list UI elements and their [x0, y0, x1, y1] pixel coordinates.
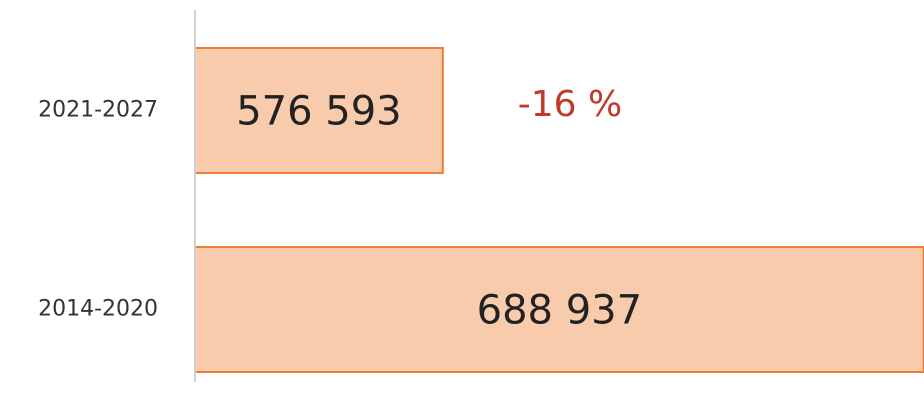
value-label: 688 937 [477, 288, 642, 334]
y-tick-label: 2021-2027 [38, 98, 158, 123]
bar [194, 246, 924, 373]
value-label: 576 593 [236, 89, 401, 135]
annotation: -16 % [518, 84, 622, 125]
bar [194, 47, 444, 174]
y-tick-label: 2014-2020 [38, 297, 158, 322]
